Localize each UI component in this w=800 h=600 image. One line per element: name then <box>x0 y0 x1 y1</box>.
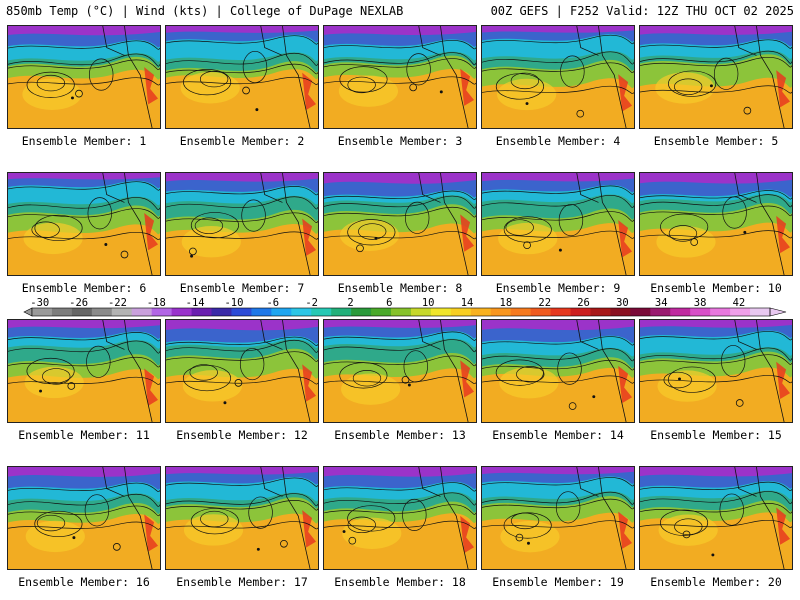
colorbar-tick-label: 10 <box>422 297 435 309</box>
map-panel[interactable] <box>323 319 477 423</box>
member-caption: Ensemble Member: 6 <box>21 281 147 295</box>
map-panel[interactable] <box>7 466 161 570</box>
map-panel[interactable] <box>639 25 793 129</box>
map-panel[interactable] <box>639 466 793 570</box>
colorbar-tick-label: 42 <box>733 297 746 309</box>
member-caption: Ensemble Member: 8 <box>337 281 463 295</box>
member-caption: Ensemble Member: 5 <box>653 134 779 148</box>
map-panel[interactable] <box>323 172 477 276</box>
colorbar-tick-label: 14 <box>461 297 474 309</box>
map-panel[interactable] <box>165 172 319 276</box>
map-panel[interactable] <box>7 319 161 423</box>
member-caption: Ensemble Member: 11 <box>18 428 150 442</box>
header-title-right: 00Z GEFS | F252 Valid: 12Z THU OCT 02 20… <box>490 4 794 18</box>
map-panel[interactable] <box>481 319 635 423</box>
member-caption: Ensemble Member: 15 <box>650 428 782 442</box>
member-caption: Ensemble Member: 16 <box>18 575 150 589</box>
member-caption: Ensemble Member: 13 <box>334 428 466 442</box>
colorbar-tick-label: 18 <box>500 297 513 309</box>
map-panel[interactable] <box>7 25 161 129</box>
member-caption: Ensemble Member: 4 <box>495 134 621 148</box>
colorbar-tick-label: -2 <box>305 297 318 309</box>
temperature-colorbar: -30 -26 -22 -18 -14 -10 -6 -2 2 6 10 14 18 22 26 30 34 38… <box>23 297 787 317</box>
map-panel[interactable] <box>165 25 319 129</box>
map-panel[interactable] <box>323 466 477 570</box>
member-caption: Ensemble Member: 2 <box>179 134 305 148</box>
colorbar-tick-label: 26 <box>577 297 590 309</box>
map-panel[interactable] <box>481 25 635 129</box>
member-caption: Ensemble Member: 18 <box>334 575 466 589</box>
map-panel[interactable] <box>165 319 319 423</box>
member-caption: Ensemble Member: 19 <box>492 575 624 589</box>
colorbar-tick-label: 30 <box>616 297 629 309</box>
member-caption: Ensemble Member: 14 <box>492 428 624 442</box>
colorbar-tick-label: 22 <box>538 297 551 309</box>
colorbar-tick-label: -26 <box>69 297 88 309</box>
map-panel[interactable] <box>481 466 635 570</box>
colorbar-tick-label: -22 <box>108 297 127 309</box>
colorbar-tick-label: -6 <box>266 297 279 309</box>
member-caption: Ensemble Member: 7 <box>179 281 305 295</box>
header-title-left: 850mb Temp (°C) | Wind (kts) | College o… <box>6 4 404 18</box>
colorbar-tick-label: -14 <box>186 297 205 309</box>
map-panel[interactable] <box>639 172 793 276</box>
member-caption: Ensemble Member: 3 <box>337 134 463 148</box>
colorbar-tick-label: -30 <box>30 297 49 309</box>
map-panel[interactable] <box>323 25 477 129</box>
map-panel[interactable] <box>165 466 319 570</box>
colorbar-tick-label: 34 <box>655 297 668 309</box>
map-panel[interactable] <box>639 319 793 423</box>
map-panel[interactable] <box>481 172 635 276</box>
colorbar-tick-label: 2 <box>347 297 353 309</box>
member-caption: Ensemble Member: 10 <box>650 281 782 295</box>
map-panel[interactable] <box>7 172 161 276</box>
colorbar-tick-label: -18 <box>147 297 166 309</box>
member-caption: Ensemble Member: 12 <box>176 428 308 442</box>
member-caption: Ensemble Member: 1 <box>21 134 147 148</box>
colorbar-tick-label: -10 <box>224 297 243 309</box>
member-caption: Ensemble Member: 9 <box>495 281 621 295</box>
member-caption: Ensemble Member: 17 <box>176 575 308 589</box>
member-caption: Ensemble Member: 20 <box>650 575 782 589</box>
colorbar-tick-label: 38 <box>694 297 707 309</box>
colorbar-tick-label: 6 <box>386 297 392 309</box>
